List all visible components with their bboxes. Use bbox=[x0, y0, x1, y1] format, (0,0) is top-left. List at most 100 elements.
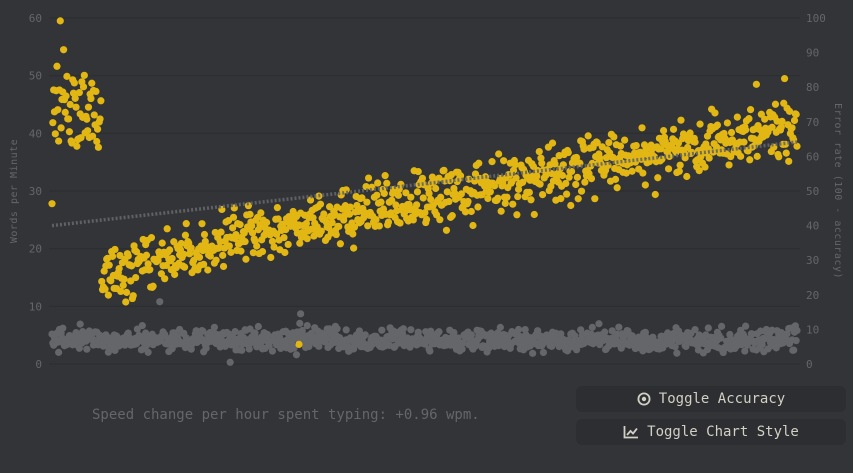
wpm-point bbox=[440, 166, 448, 174]
wpm-point bbox=[242, 255, 250, 263]
wpm-point bbox=[60, 46, 68, 54]
error-rate-point bbox=[588, 323, 596, 331]
wpm-point bbox=[181, 231, 190, 239]
left-tick-label: 50 bbox=[29, 70, 42, 83]
wpm-point bbox=[525, 188, 533, 197]
error-rate-point bbox=[450, 328, 458, 337]
wpm-point bbox=[225, 242, 233, 250]
wpm-point bbox=[198, 220, 206, 228]
error-rate-point bbox=[539, 348, 548, 357]
right-tick-label: 70 bbox=[806, 116, 819, 129]
wpm-point bbox=[177, 239, 185, 248]
wpm-point bbox=[742, 126, 750, 134]
wpm-point bbox=[182, 220, 190, 228]
wpm-point bbox=[101, 285, 109, 293]
wpm-point bbox=[414, 167, 422, 176]
wpm-point bbox=[232, 231, 240, 239]
wpm-point bbox=[701, 163, 709, 171]
wpm-point bbox=[782, 149, 790, 157]
wpm-point bbox=[240, 229, 248, 237]
wpm-point bbox=[83, 115, 91, 123]
wpm-point bbox=[584, 132, 592, 140]
wpm-point bbox=[490, 182, 499, 190]
wpm-point bbox=[509, 166, 518, 174]
wpm-point bbox=[464, 197, 472, 206]
wpm-point bbox=[542, 171, 550, 179]
wpm-point bbox=[777, 123, 785, 131]
wpm-point bbox=[122, 298, 130, 306]
wpm-point bbox=[119, 281, 127, 289]
left-tick-label: 0 bbox=[35, 358, 42, 371]
wpm-point bbox=[697, 153, 705, 161]
error-rate-point bbox=[76, 320, 84, 328]
error-rate-point bbox=[333, 325, 341, 333]
wpm-point bbox=[419, 194, 427, 202]
error-rate-point bbox=[793, 326, 801, 335]
error-rate-point bbox=[467, 331, 475, 339]
wpm-point bbox=[309, 214, 317, 222]
error-rate-point bbox=[742, 322, 750, 330]
wpm-point bbox=[530, 210, 538, 219]
wpm-point bbox=[746, 106, 755, 114]
error-rate-point bbox=[245, 345, 253, 353]
wpm-point bbox=[132, 273, 140, 282]
error-rate-point bbox=[514, 325, 523, 334]
wpm-point bbox=[281, 248, 289, 257]
wpm-point bbox=[132, 248, 141, 256]
wpm-point bbox=[380, 189, 388, 198]
wpm-point bbox=[622, 169, 630, 177]
wpm-point bbox=[737, 152, 745, 160]
wpm-point bbox=[89, 132, 97, 140]
wpm-point bbox=[711, 109, 719, 117]
wpm-point bbox=[241, 237, 249, 246]
chart-line-icon bbox=[623, 425, 639, 439]
wpm-point bbox=[538, 190, 547, 199]
wpm-point bbox=[413, 201, 421, 209]
wpm-point bbox=[788, 124, 796, 132]
wpm-point bbox=[705, 154, 713, 162]
wpm-point bbox=[514, 192, 522, 201]
error-rate-point bbox=[296, 319, 304, 327]
error-rate-point bbox=[435, 328, 443, 336]
toggle-accuracy-button[interactable]: Toggle Accuracy bbox=[576, 386, 846, 412]
error-rate-point bbox=[426, 347, 434, 355]
error-rate-point bbox=[290, 344, 298, 352]
error-rate-point bbox=[617, 344, 625, 352]
wpm-point bbox=[161, 275, 169, 283]
toggle-chart-style-button[interactable]: Toggle Chart Style bbox=[576, 419, 846, 445]
wpm-point bbox=[664, 165, 673, 173]
wpm-point bbox=[79, 83, 88, 91]
wpm-point bbox=[654, 174, 662, 182]
wpm-point bbox=[66, 100, 74, 109]
wpm-point bbox=[49, 119, 57, 127]
wpm-point bbox=[422, 215, 431, 224]
wpm-point bbox=[392, 201, 400, 209]
error-rate-point bbox=[717, 334, 725, 342]
wpm-point bbox=[195, 253, 204, 261]
error-rate-point bbox=[615, 323, 623, 331]
wpm-point bbox=[65, 128, 74, 136]
error-rate-point bbox=[342, 326, 350, 334]
wpm-point bbox=[501, 199, 509, 207]
wpm-point bbox=[684, 143, 692, 152]
wpm-point bbox=[55, 137, 63, 145]
wpm-point bbox=[363, 198, 371, 206]
wpm-point bbox=[384, 218, 393, 226]
wpm-point bbox=[180, 263, 189, 271]
error-rate-point bbox=[726, 330, 734, 339]
wpm-point bbox=[94, 143, 103, 151]
wpm-point bbox=[461, 208, 470, 216]
wpm-point bbox=[268, 237, 277, 246]
wpm-point bbox=[740, 138, 748, 146]
wpm-point bbox=[171, 270, 179, 279]
left-axis-title: Words per Minute bbox=[9, 139, 20, 243]
wpm-point bbox=[273, 204, 282, 212]
error-rate-point bbox=[717, 322, 726, 330]
wpm-point bbox=[681, 154, 689, 162]
wpm-point bbox=[236, 221, 244, 229]
wpm-point bbox=[336, 240, 344, 248]
error-rate-point bbox=[704, 324, 712, 332]
wpm-point bbox=[567, 167, 576, 176]
right-tick-label: 50 bbox=[806, 185, 819, 198]
wpm-point bbox=[105, 261, 113, 269]
